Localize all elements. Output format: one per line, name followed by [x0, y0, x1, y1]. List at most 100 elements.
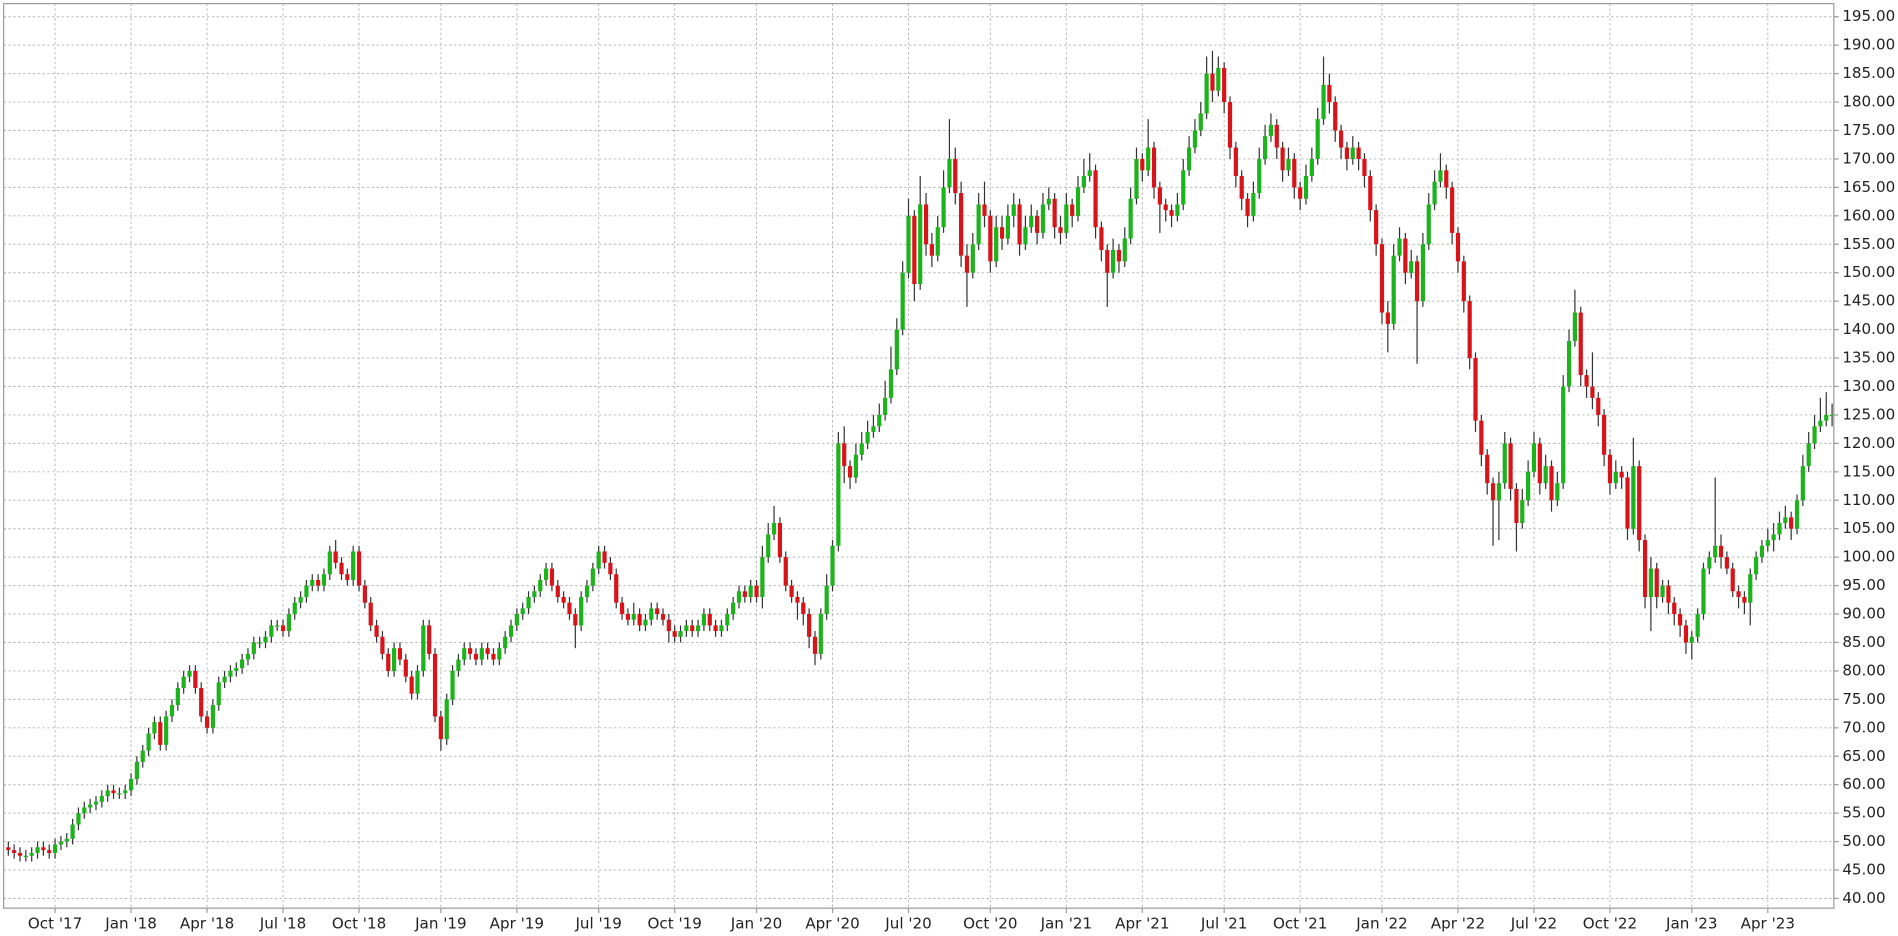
candle-body [543, 568, 549, 580]
candle-body [1742, 596, 1747, 603]
candle-body [1134, 158, 1139, 199]
candle-body [1531, 443, 1537, 472]
x-tick-label: Jan '18 [104, 914, 157, 932]
candle-body [1227, 102, 1233, 148]
y-tick-label: 110.00 [1842, 491, 1895, 509]
candle-body [660, 614, 666, 620]
candle-body [625, 614, 631, 620]
y-tick-label: 80.00 [1842, 661, 1885, 679]
candle-body [906, 215, 911, 273]
candle-body [222, 676, 227, 683]
candle-body [1648, 568, 1653, 597]
candle-body [824, 585, 829, 615]
candle-body [105, 790, 110, 797]
candle-body [643, 619, 648, 626]
candle-body [900, 272, 905, 330]
y-tick-label: 60.00 [1842, 775, 1885, 793]
candle-body [1683, 625, 1689, 643]
candle-body [234, 668, 239, 671]
candle-body [1298, 187, 1303, 199]
candle-body [29, 852, 34, 856]
candle-body [1619, 471, 1624, 478]
candle-body [1555, 483, 1560, 501]
y-tick-label: 185.00 [1842, 64, 1895, 82]
candle-body [573, 614, 578, 626]
candle-body [1192, 130, 1198, 148]
candle-body [444, 699, 449, 740]
candle-body [1777, 523, 1782, 535]
candle-body [1251, 193, 1256, 216]
axis-labels: 40.00 45.00 50.00 55.00 60.00 65.00 70.00 75.00… [28, 7, 1895, 932]
candle-body [1105, 249, 1110, 273]
candle-body [1338, 130, 1344, 148]
candle-body [619, 602, 625, 615]
candle-body [1368, 176, 1373, 211]
candle-body [1157, 187, 1162, 205]
candle-body [976, 204, 981, 245]
candle-body [1409, 261, 1414, 273]
candle-body [859, 443, 864, 455]
candle-body [912, 215, 917, 285]
y-tick-label: 165.00 [1842, 178, 1895, 196]
candle-body [345, 574, 350, 580]
candle-body [1274, 124, 1279, 148]
candle-body [1748, 574, 1753, 603]
candle-body [1321, 84, 1326, 120]
candle-body [1672, 602, 1677, 615]
candle-body [555, 585, 560, 597]
candle-body [1151, 147, 1157, 188]
candle-body [590, 568, 595, 586]
candle-body [1572, 312, 1577, 341]
candle-body [754, 585, 759, 597]
candle-body [298, 596, 303, 603]
candle-body [438, 716, 443, 740]
candle-body [64, 838, 69, 842]
candle-body [1052, 198, 1057, 228]
candle-body [766, 534, 771, 558]
candle-body [88, 804, 93, 808]
candle-body [169, 705, 175, 717]
candle-body [865, 431, 870, 444]
candle-body [193, 670, 198, 688]
candle-body [1543, 466, 1548, 484]
candle-body [1011, 204, 1016, 216]
candle-body [1280, 147, 1285, 171]
candle-body [362, 585, 367, 603]
candle-body [17, 852, 23, 856]
candle-body [187, 670, 192, 677]
candle-body [286, 614, 291, 632]
candle-body [935, 227, 940, 256]
candle-body [473, 653, 479, 660]
candle-body [1724, 557, 1729, 569]
candle-body [871, 426, 876, 432]
candle-body [1099, 227, 1104, 250]
candle-body [1403, 238, 1408, 273]
candle-body [1654, 568, 1659, 597]
candle-body [771, 523, 777, 535]
candle-body [1783, 517, 1788, 524]
candle-body [134, 761, 140, 780]
candle-body [356, 551, 362, 586]
candle-body [316, 579, 321, 586]
candle-body [584, 585, 590, 597]
candle-body [520, 608, 525, 615]
candle-body [964, 255, 970, 273]
candle-body [888, 369, 894, 398]
candle-body [1374, 210, 1379, 245]
candle-body [123, 790, 128, 794]
candle-body [12, 850, 17, 853]
candle-body [1146, 147, 1151, 171]
candle-body [725, 614, 730, 626]
x-tick-label: Apr '21 [1115, 914, 1169, 932]
candle-body [830, 545, 835, 586]
candle-body [947, 158, 952, 188]
candle-body [1005, 215, 1010, 239]
candle-body [1070, 204, 1075, 216]
y-tick-label: 140.00 [1842, 320, 1895, 338]
y-tick-label: 70.00 [1842, 718, 1885, 736]
y-tick-label: 175.00 [1842, 121, 1895, 139]
candle-body [678, 631, 683, 637]
candle-body [1140, 158, 1145, 171]
candle-body [1175, 204, 1180, 216]
